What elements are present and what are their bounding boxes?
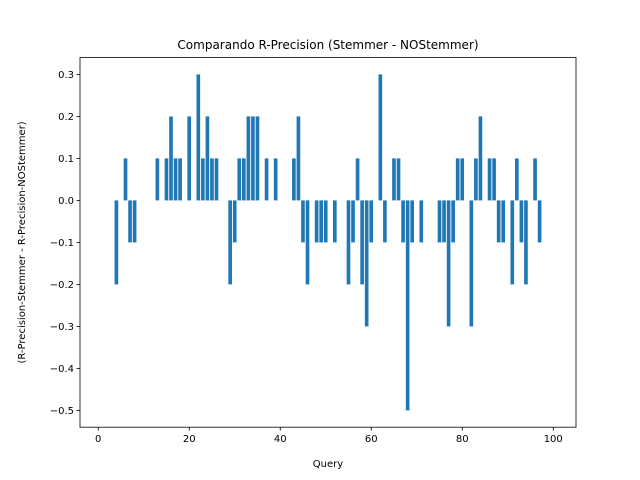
x-tick-label: 60: [365, 434, 378, 445]
bar: [487, 158, 492, 201]
y-tick-label: −0.5: [50, 406, 74, 417]
x-tick-label: 80: [456, 434, 469, 445]
bar: [196, 74, 201, 201]
bar: [255, 116, 260, 201]
bar: [155, 158, 160, 201]
y-tick-label: −0.4: [50, 364, 74, 375]
bar: [301, 200, 305, 243]
bar: [455, 158, 460, 201]
x-axis-ticks: 0 20 40 60 80 100: [95, 427, 563, 445]
bar: [333, 200, 337, 243]
bar: [378, 74, 383, 201]
y-axis-label: (R-Precision-Stemmer - R-Precision-NOSte…: [17, 121, 28, 363]
bar: [296, 116, 301, 201]
bar: [228, 200, 232, 285]
bar: [164, 158, 169, 201]
x-tick-label: 100: [544, 434, 563, 445]
x-axis-label: Query: [313, 459, 343, 470]
bar: [501, 200, 506, 243]
bar: [383, 200, 387, 243]
bar: [405, 200, 410, 411]
bar: [474, 158, 478, 201]
y-tick-label: 0.2: [58, 112, 74, 123]
bar: [123, 158, 128, 201]
bar: [492, 158, 496, 201]
bar: [515, 158, 519, 201]
y-tick-label: −0.3: [50, 322, 74, 333]
bar: [242, 158, 246, 201]
x-tick-label: 40: [274, 434, 287, 445]
bar: [419, 200, 424, 243]
bar: [205, 116, 210, 201]
y-axis-ticks: 0.3 0.2 0.1 0.0 −0.1 −0.2 −0.3 −0.4 −0.5: [50, 70, 80, 417]
bar: [251, 116, 255, 201]
bar: [210, 158, 214, 201]
bar: [510, 200, 515, 285]
bar: [187, 116, 192, 201]
bar: [319, 200, 323, 243]
bar: [519, 200, 524, 243]
bar: [323, 200, 328, 243]
bar: [442, 200, 446, 243]
bar: [305, 200, 310, 285]
x-tick-label: 20: [183, 434, 196, 445]
bar: [360, 200, 364, 285]
bar: [351, 200, 355, 243]
y-tick-label: 0.0: [58, 196, 74, 207]
bar: [401, 200, 405, 243]
y-tick-label: −0.2: [50, 280, 74, 291]
bar: [201, 158, 205, 201]
bar: [169, 116, 173, 201]
bar: [237, 158, 242, 201]
bar: [346, 200, 351, 285]
bar: [460, 158, 465, 201]
bar: [392, 158, 396, 201]
bar: [246, 116, 251, 201]
bars-group: [114, 74, 542, 411]
x-tick-label: 0: [95, 434, 101, 445]
bar: [437, 200, 442, 243]
bar: [173, 158, 178, 201]
bar: [478, 116, 483, 201]
bar: [128, 200, 132, 243]
chart-title: Comparando R-Precision (Stemmer - NOStem…: [177, 38, 478, 52]
bar: [537, 200, 542, 243]
bar: [364, 200, 369, 327]
y-tick-label: 0.1: [58, 154, 74, 165]
bar: [451, 200, 455, 243]
bar: [114, 200, 119, 285]
bar: [178, 158, 182, 201]
bar: [273, 158, 278, 201]
bar: [369, 200, 374, 243]
y-tick-label: 0.3: [58, 70, 74, 81]
bar: [396, 158, 401, 201]
bar: [355, 158, 360, 201]
bar: [469, 200, 474, 327]
bar: [292, 158, 296, 201]
y-tick-label: −0.1: [50, 238, 74, 249]
bar: [264, 158, 269, 201]
bar: [214, 158, 219, 201]
bar: [524, 200, 528, 285]
bar: [132, 200, 137, 243]
bar: [446, 200, 451, 327]
bar: [314, 200, 319, 243]
bar: [410, 200, 414, 243]
bar: [533, 158, 537, 201]
bar: [496, 200, 501, 243]
bar: [232, 200, 237, 243]
